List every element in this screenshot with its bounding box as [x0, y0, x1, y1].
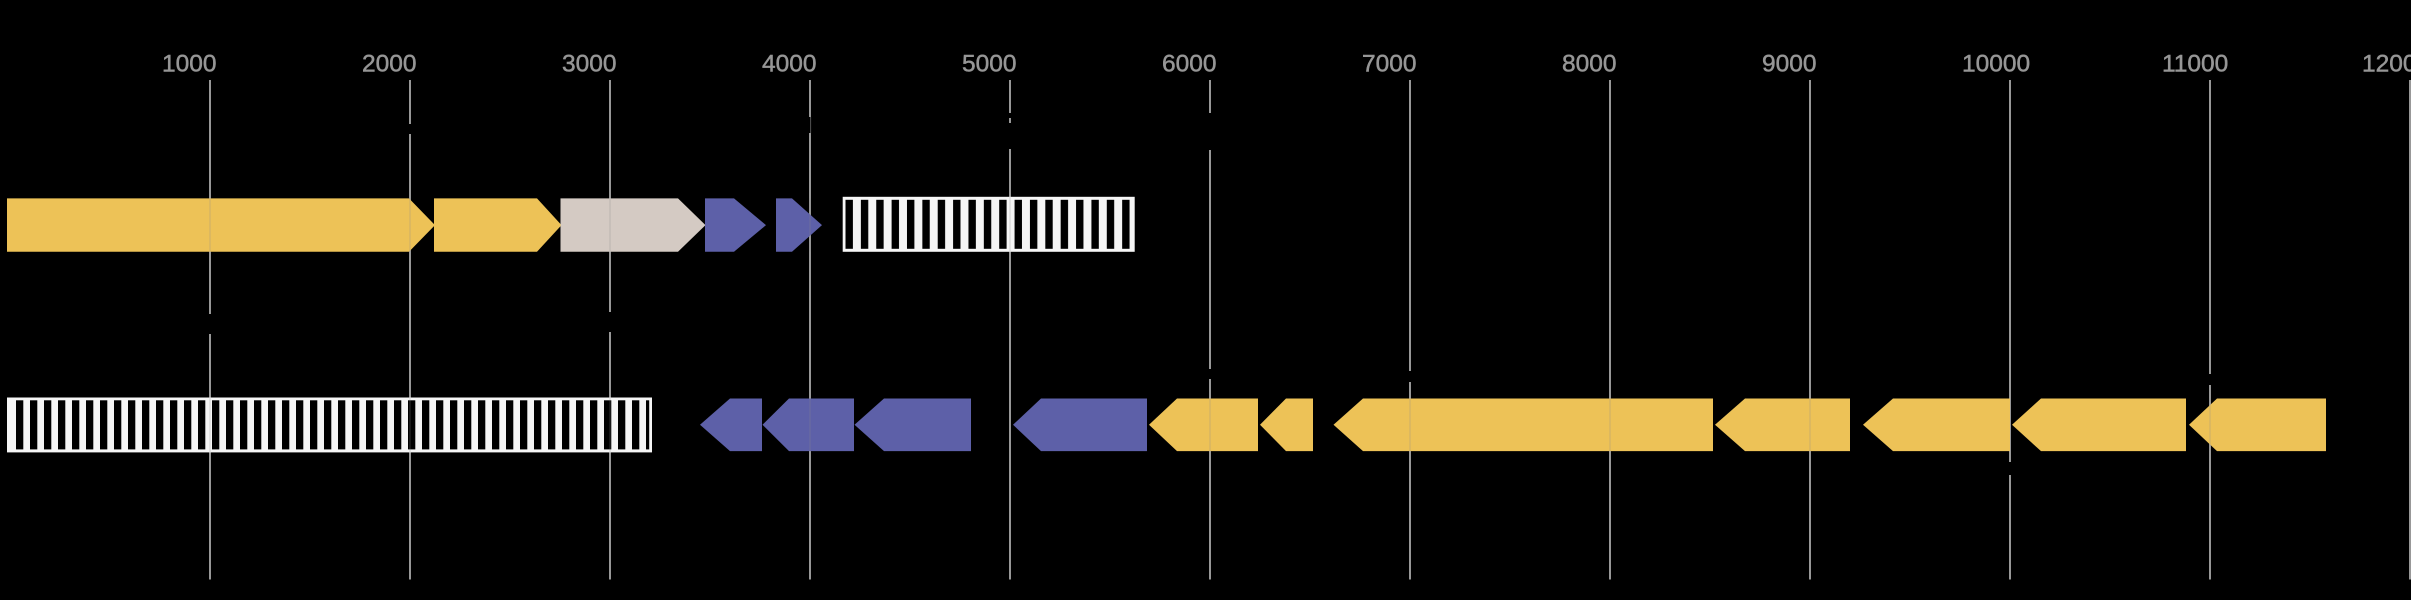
svg-text:3000: 3000	[562, 51, 617, 78]
svg-text:1000: 1000	[162, 51, 217, 78]
svg-text:9000: 9000	[1762, 51, 1817, 78]
svg-text:10000: 10000	[1962, 51, 2030, 78]
svg-text:7000: 7000	[1362, 51, 1417, 78]
svg-text:5000: 5000	[962, 51, 1017, 78]
svg-text:2000: 2000	[362, 51, 417, 78]
svg-text:12000: 12000	[2362, 51, 2411, 78]
svg-text:4000: 4000	[762, 51, 817, 78]
svg-text:11000: 11000	[2162, 51, 2228, 78]
svg-text:6000: 6000	[1162, 51, 1217, 78]
svg-text:8000: 8000	[1562, 51, 1617, 78]
